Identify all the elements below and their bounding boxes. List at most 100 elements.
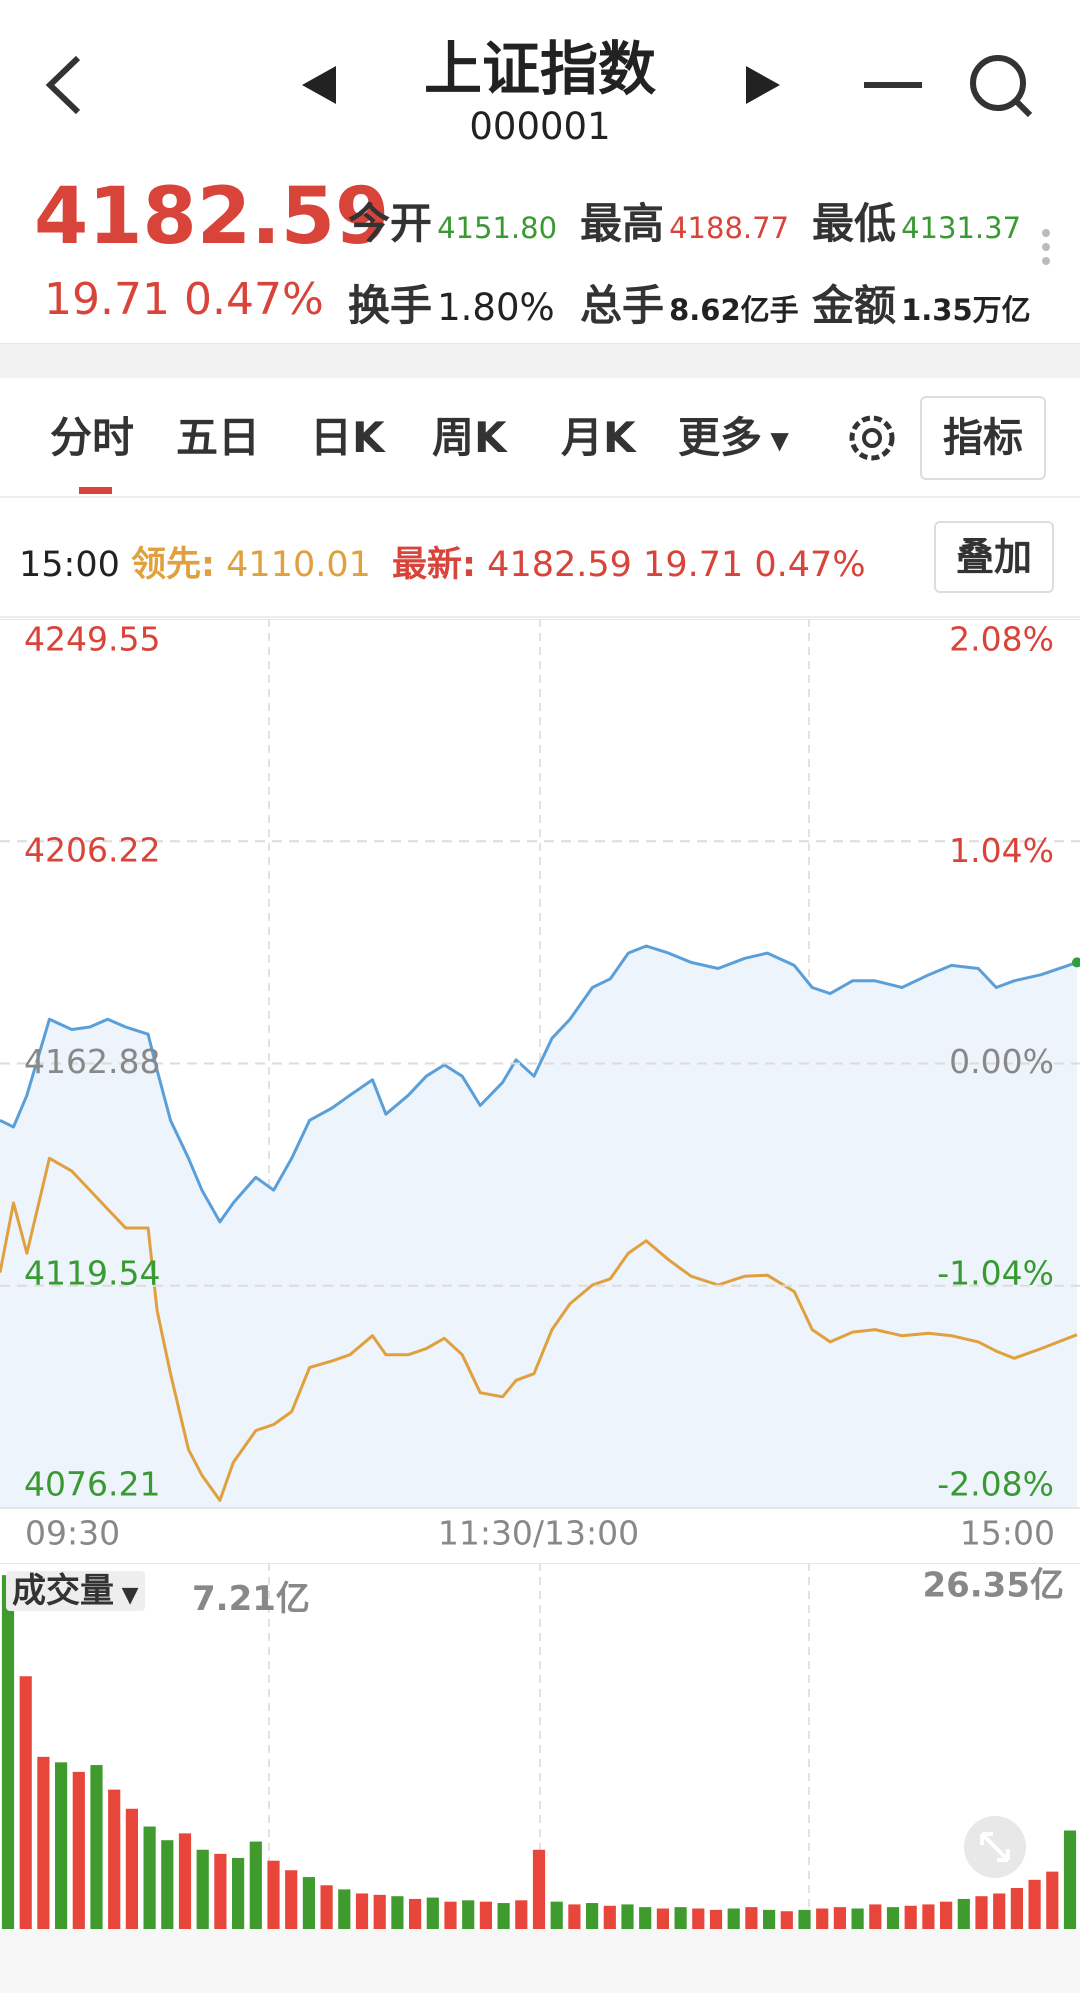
search-button[interactable] bbox=[970, 55, 1033, 118]
volume-selector[interactable]: 成交量 ▼ bbox=[6, 1571, 145, 1611]
tab[interactable]: 月K bbox=[561, 413, 636, 462]
y-tick-label: 4249.55 bbox=[24, 620, 160, 659]
volume-bar bbox=[639, 1907, 652, 1929]
volume-bar bbox=[869, 1904, 882, 1929]
volume-title: 成交量 bbox=[12, 1571, 114, 1611]
volume-bar bbox=[1, 1575, 15, 1929]
volume-bar bbox=[851, 1908, 864, 1929]
y-tick-label: 4162.88 bbox=[24, 1042, 160, 1081]
volume-bar bbox=[320, 1885, 333, 1929]
stat-value: 1.35万亿 bbox=[901, 293, 1031, 327]
volume-bar bbox=[709, 1909, 723, 1929]
volume-bar bbox=[922, 1904, 935, 1929]
volume-bar bbox=[621, 1904, 634, 1929]
bottom-bar bbox=[0, 1929, 1080, 1993]
tab[interactable]: 日K bbox=[310, 413, 385, 462]
settings-button[interactable] bbox=[842, 408, 902, 468]
volume-bar bbox=[125, 1808, 138, 1929]
volume-bar bbox=[196, 1849, 209, 1929]
volume-bar bbox=[55, 1762, 68, 1929]
volume-bar bbox=[355, 1893, 369, 1929]
stat: 今开 4151.80 bbox=[348, 190, 557, 251]
area-fill bbox=[0, 946, 1077, 1508]
volume-bar bbox=[532, 1849, 546, 1929]
code: 000001 bbox=[469, 105, 611, 148]
stat-value: 4131.37 bbox=[901, 211, 1022, 245]
stat-value: 4188.77 bbox=[669, 211, 790, 245]
volume-bar bbox=[1028, 1879, 1041, 1929]
volume-bar bbox=[603, 1905, 616, 1929]
volume-bar bbox=[904, 1905, 917, 1929]
indicator-button[interactable]: 指标 bbox=[920, 396, 1046, 480]
y-tick-label: 4206.22 bbox=[24, 831, 160, 870]
volume-bar bbox=[656, 1908, 669, 1929]
volume-bar bbox=[745, 1907, 758, 1929]
volume-bar bbox=[285, 1870, 298, 1929]
x-tick-label: 09:30 bbox=[25, 1514, 120, 1553]
y-tick-label: 4076.21 bbox=[24, 1465, 160, 1504]
volume-bar bbox=[444, 1901, 457, 1929]
tab[interactable]: 五日 bbox=[176, 413, 261, 462]
volume-bar bbox=[479, 1901, 492, 1929]
change: 19.71 0.47% bbox=[44, 274, 324, 325]
volume-bar bbox=[90, 1765, 103, 1929]
price-chart: 4249.55 4206.22 4162.88 4119.54 4076.21 2.08%… bbox=[0, 619, 1080, 1553]
volume-bar bbox=[975, 1896, 988, 1929]
nav-icons bbox=[45, 55, 1033, 118]
overlay-button[interactable]: 叠加 bbox=[934, 521, 1054, 593]
volume-bar bbox=[780, 1911, 793, 1929]
volume-bar bbox=[515, 1900, 528, 1929]
volume-bar bbox=[249, 1841, 262, 1929]
volume-bar bbox=[763, 1909, 776, 1929]
vertical-grid bbox=[268, 1563, 810, 1929]
volume-bar bbox=[267, 1860, 280, 1929]
price: 4182.59 bbox=[34, 172, 390, 262]
tab[interactable]: 周K bbox=[432, 413, 507, 462]
y2-tick-label: 1.04% bbox=[949, 831, 1054, 870]
title: 上证指数 bbox=[423, 35, 656, 103]
volume-bar bbox=[1010, 1888, 1023, 1929]
volume-bar bbox=[1046, 1871, 1059, 1929]
lead-label: 领先: bbox=[131, 545, 216, 585]
volume-bar bbox=[373, 1894, 386, 1929]
volume-bar bbox=[727, 1908, 740, 1929]
tab[interactable]: 分时 bbox=[50, 413, 135, 462]
volume-bar bbox=[568, 1904, 581, 1929]
info-bar: 15:00 领先: 4110.01 最新: 4182.59 19.71 0.47… bbox=[19, 536, 866, 587]
stat-label: 最高 bbox=[580, 199, 665, 248]
x-tick-label: 15:00 bbox=[960, 1514, 1055, 1553]
stat: 换手 1.80% bbox=[348, 272, 555, 333]
expand-button[interactable] bbox=[962, 1814, 1028, 1880]
volume-bar bbox=[338, 1889, 351, 1929]
volume-bar bbox=[798, 1909, 811, 1929]
volume-bar bbox=[178, 1833, 192, 1929]
y2-tick-label: 2.08% bbox=[949, 620, 1054, 659]
stat-value: 4151.80 bbox=[437, 211, 558, 245]
volume-bar bbox=[550, 1901, 563, 1929]
volume-bar bbox=[692, 1908, 705, 1929]
time: 15:00 bbox=[19, 545, 120, 585]
last-point bbox=[1072, 957, 1080, 968]
more-dots[interactable] bbox=[1036, 225, 1056, 275]
stat-label: 换手 bbox=[348, 281, 433, 330]
volume-bar bbox=[1063, 1830, 1077, 1929]
volume-bar bbox=[674, 1907, 687, 1929]
latest-label: 最新: bbox=[392, 545, 477, 585]
volume-bar bbox=[302, 1877, 315, 1929]
volume-bar bbox=[161, 1840, 174, 1929]
stat: 金额 1.35万亿 bbox=[812, 272, 1031, 333]
stat: 最低 4131.37 bbox=[812, 190, 1021, 251]
volume-bar bbox=[957, 1898, 970, 1929]
prev-button[interactable] bbox=[302, 66, 336, 104]
back-button[interactable] bbox=[45, 55, 81, 115]
next-button[interactable] bbox=[746, 66, 780, 104]
tab-label: 更多 bbox=[678, 413, 763, 462]
volume-bar bbox=[993, 1893, 1006, 1929]
volume-bar bbox=[497, 1903, 510, 1929]
divider bbox=[0, 496, 1080, 498]
volume-bar bbox=[143, 1826, 156, 1929]
tab[interactable]: 更多 ▼ bbox=[678, 413, 789, 462]
volume-bar bbox=[37, 1756, 50, 1929]
change-pct: 0.47% bbox=[183, 274, 324, 325]
